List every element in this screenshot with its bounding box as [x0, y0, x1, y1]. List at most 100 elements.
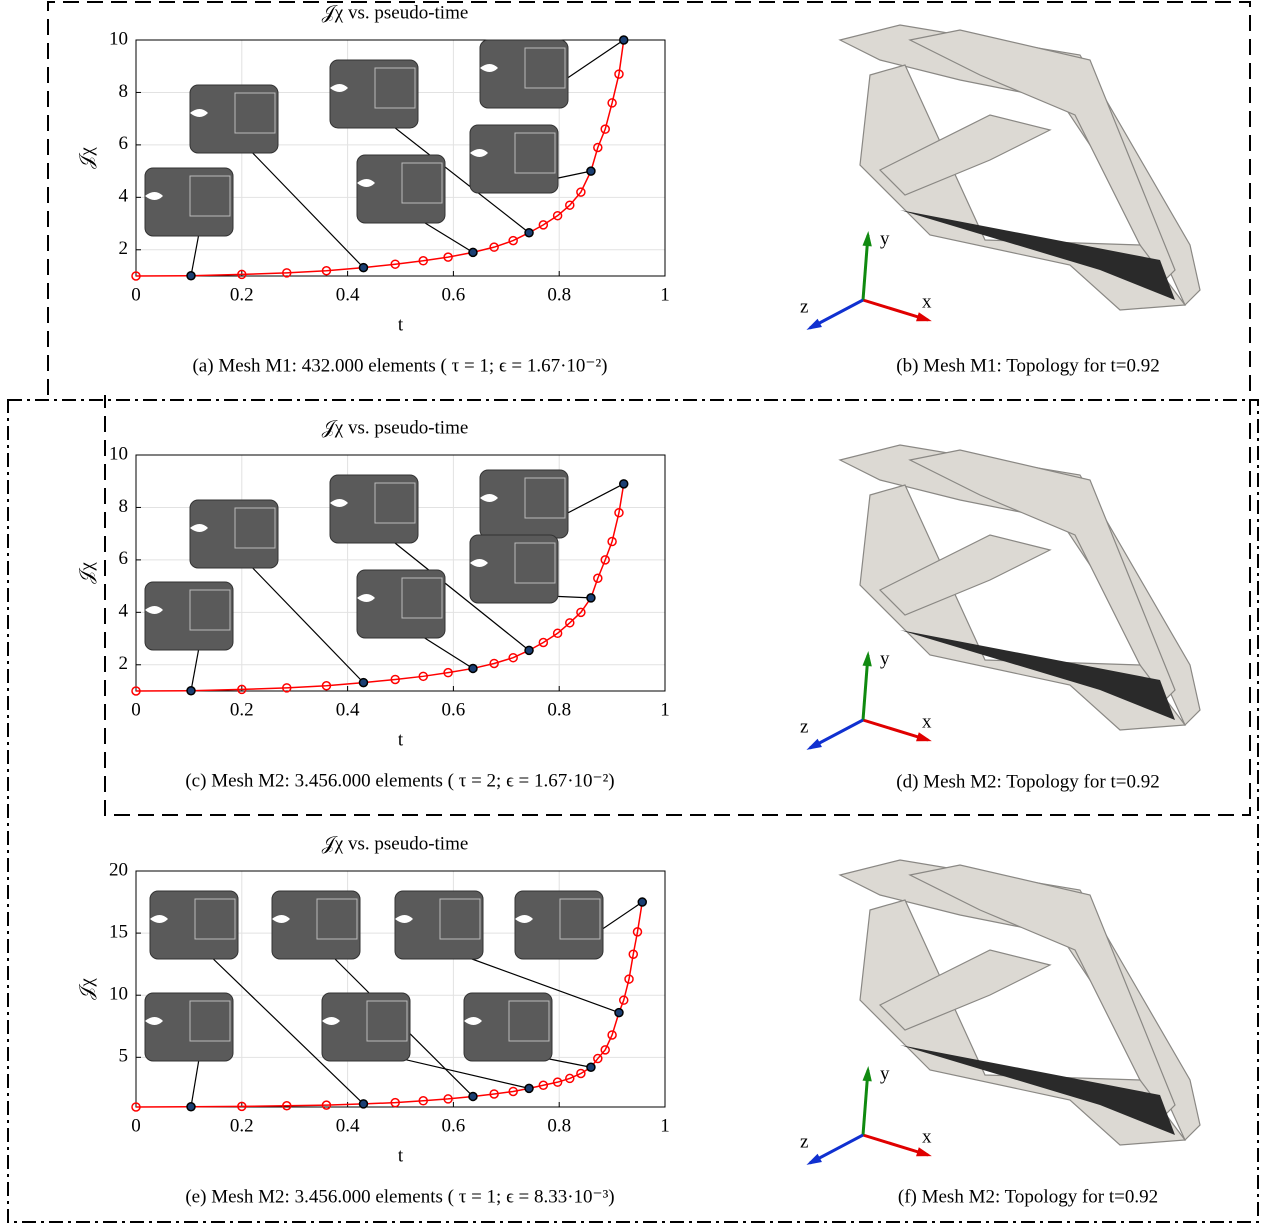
- axes-box: [135, 870, 666, 1108]
- inset-image: [401, 577, 443, 619]
- x-tick-label: 0.2: [230, 699, 254, 720]
- data-point: [628, 949, 639, 959]
- data-point: [618, 479, 629, 489]
- data-point: [468, 1091, 478, 1102]
- x-axis-label: t: [398, 1145, 404, 1166]
- inset-image: [189, 499, 279, 569]
- inset-image: [189, 589, 231, 631]
- x-tick-label: 0: [131, 1115, 141, 1136]
- data-point: [565, 200, 575, 210]
- topology-shape: [878, 114, 1052, 196]
- axis-arrowhead: [916, 312, 932, 322]
- axis-label: z: [800, 716, 808, 737]
- y-tick-label: 10: [109, 28, 128, 49]
- x-tick-label: 0.2: [230, 1115, 254, 1136]
- axes-box: [135, 39, 666, 277]
- data-point: [508, 1086, 518, 1097]
- data-point: [443, 1094, 453, 1104]
- connector: [244, 144, 364, 269]
- inset-image: [469, 534, 559, 604]
- data-point: [600, 1045, 610, 1055]
- dashdot-frame: [7, 399, 1259, 1223]
- axis-label: x: [922, 711, 932, 732]
- inset-image: [374, 482, 416, 524]
- inset-image: [508, 1000, 550, 1042]
- inset-image: [329, 474, 419, 544]
- data-point: [524, 645, 534, 656]
- x-tick-label: 1: [660, 284, 670, 305]
- x-tick-label: 0.2: [230, 284, 254, 305]
- y-tick-label: 8: [119, 496, 129, 517]
- data-point: [321, 681, 332, 691]
- data-point: [618, 995, 629, 1005]
- data-point: [418, 1096, 428, 1106]
- data-point: [468, 247, 478, 258]
- inset-image: [374, 67, 416, 109]
- data-point: [390, 1097, 400, 1108]
- topology-render: x y z: [800, 444, 1201, 750]
- y-tick-label: 10: [109, 984, 128, 1005]
- axis-label: x: [922, 1126, 932, 1147]
- x-axis-label: t: [398, 314, 404, 335]
- inset-image: [394, 890, 484, 960]
- axis-arrowhead: [916, 1147, 932, 1157]
- data-point: [489, 658, 499, 669]
- topology-shape: [878, 534, 1052, 616]
- x-tick-label: 0.4: [336, 1115, 360, 1136]
- inset-image: [356, 569, 446, 639]
- caption: (e) Mesh M2: 3.456.000 elements ( τ = 1;…: [185, 1186, 614, 1207]
- inset-image: [515, 915, 533, 923]
- data-point: [390, 259, 400, 269]
- data-line: [135, 39, 625, 277]
- x-tick-label: 0.8: [547, 699, 571, 720]
- data-point: [586, 166, 596, 176]
- data-point: [593, 573, 603, 583]
- inset-image: [480, 64, 498, 72]
- data-point: [552, 628, 563, 639]
- data-point: [237, 1101, 247, 1112]
- data-point: [538, 637, 549, 648]
- axis-arrowhead: [806, 1153, 822, 1165]
- data-point: [614, 507, 624, 518]
- x-tick-label: 0.8: [547, 284, 571, 305]
- inset-image: [150, 915, 168, 923]
- data-point: [321, 1100, 332, 1110]
- x-tick-label: 0: [131, 699, 141, 720]
- y-tick-label: 2: [119, 653, 129, 674]
- inset-image: [330, 84, 348, 92]
- data-point: [538, 1080, 549, 1091]
- topology-shadow: [900, 1045, 1175, 1135]
- data-point: [186, 270, 196, 281]
- axis-label: z: [800, 1131, 808, 1152]
- data-point: [237, 269, 247, 280]
- data-point: [508, 652, 518, 663]
- y-axis-label: 𝒥χ: [76, 978, 97, 1000]
- inset-image: [321, 992, 411, 1062]
- data-point: [552, 1077, 563, 1087]
- data-point: [508, 235, 518, 246]
- connector: [204, 950, 364, 1105]
- y-tick-label: 10: [109, 443, 128, 464]
- data-point: [358, 677, 369, 688]
- dashed-frame: [47, 1, 1251, 816]
- axis-arrowhead: [862, 231, 872, 247]
- inset-image: [144, 167, 234, 237]
- chart-title: 𝒥χ vs. pseudo-time: [322, 2, 469, 23]
- data-point: [593, 142, 603, 153]
- connector: [190, 1052, 201, 1107]
- x-tick-label: 0.8: [547, 1115, 571, 1136]
- inset-image: [524, 47, 566, 89]
- data-point: [632, 927, 643, 937]
- inset-image: [189, 175, 231, 217]
- data-point: [418, 671, 428, 682]
- caption: (f) Mesh M2: Topology for t=0.92: [898, 1186, 1158, 1207]
- connector: [384, 534, 530, 651]
- inset-image: [194, 898, 236, 940]
- inset-image: [356, 154, 446, 224]
- connector: [384, 119, 530, 234]
- axis-arrowhead: [806, 318, 822, 330]
- axis-arrow: [862, 718, 929, 742]
- topology-render: x y z: [800, 24, 1201, 330]
- inset-image: [145, 192, 163, 200]
